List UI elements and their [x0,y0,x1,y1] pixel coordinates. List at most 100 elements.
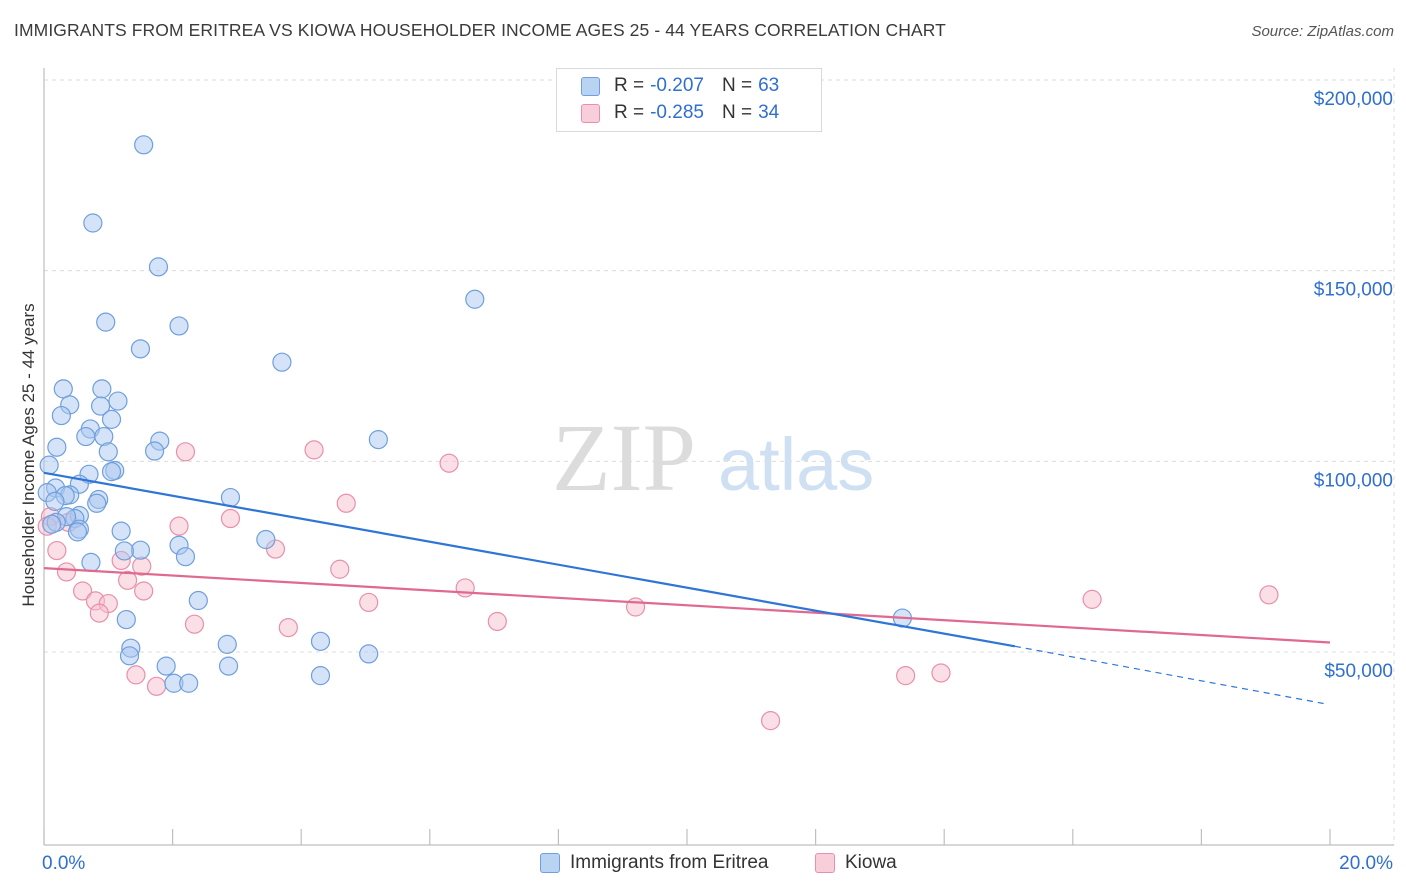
eritrea-point [87,493,107,513]
y-tick-label: $200,000 [1314,89,1393,110]
legend-row-kiowa: R = -0.285 N = 34 [581,101,779,125]
eritrea-point [144,441,165,461]
kiowa-point [487,611,507,632]
eritrea-point [130,339,151,359]
kiowa-point [56,562,77,582]
legend-r-label: R = [614,102,645,123]
legend-swatch-kiowa [815,853,835,873]
kiowa-point [47,540,67,561]
legend-n-label: N = [721,102,753,123]
kiowa-point [126,665,146,685]
kiowa-point [760,711,781,731]
eritrea-point [256,529,276,550]
legend-r-value: -0.207 [650,75,704,96]
eritrea-point [42,514,62,534]
eritrea-point [134,135,154,155]
kiowa-point [359,592,379,613]
y-tick-labels: $50,000 $100,000 $150,000 $200,000 [1314,89,1393,682]
eritrea-point [51,405,71,426]
legend-item-eritrea[interactable]: Immigrants from Eritrea [540,852,768,874]
legend-label-eritrea: Immigrants from Eritrea [570,852,769,873]
eritrea-point [101,462,122,482]
kiowa-point [72,581,93,601]
eritrea-point [217,634,237,654]
legend-n-value: 63 [758,75,780,96]
kiowa-point [931,663,951,683]
eritrea-point [169,316,189,336]
eritrea-point [188,590,208,611]
kiowa-point [175,442,196,462]
kiowa-point [455,578,475,598]
eritrea-point [156,656,176,676]
kiowa-point [146,676,167,696]
x-tick-label: 0.0% [42,853,85,874]
kiowa-point [625,597,646,617]
eritrea-point [53,379,73,399]
legend-r-label: R = [614,75,645,96]
kiowa-point [896,666,916,686]
kiowa-point [89,603,109,623]
eritrea-point [359,644,379,664]
x-tick-labels: 0.0% 20.0% [42,853,1393,874]
kiowa-point [304,440,324,460]
eritrea-point [98,442,118,462]
eritrea-point [368,429,388,450]
legend-swatch-eritrea [540,853,560,873]
watermark-atlas: atlas [718,423,874,506]
kiowa-point [1082,589,1102,609]
eritrea-trend-extension [1014,645,1324,705]
chart-title: IMMIGRANTS FROM ERITREA VS KIOWA HOUSEHO… [14,20,946,40]
eritrea-point [111,521,131,541]
source-credit: Source: ZipAtlas.com [1251,23,1394,40]
y-tick-label: $100,000 [1314,470,1393,491]
kiowa-point [439,453,459,473]
eritrea-point [92,379,112,399]
y-tick-label: $50,000 [1324,661,1393,682]
kiowa-point [117,570,138,590]
eritrea-point [114,541,134,561]
legend-n-value: 34 [758,102,780,123]
correlation-legend: R = -0.207 N = 63 R = -0.285 N = 34 [556,68,822,132]
legend-item-kiowa[interactable]: Kiowa [815,852,897,874]
eritrea-point [39,455,59,475]
eritrea-point [116,609,136,630]
eritrea-point [218,656,239,676]
kiowa-point [1259,585,1279,605]
eritrea-point [96,312,116,332]
eritrea-point [101,409,122,429]
kiowa-trend-line [43,567,1331,644]
kiowa-point [134,581,154,601]
legend-swatch-eritrea [581,76,600,96]
legend-r-value: -0.285 [650,102,704,123]
eritrea-point [272,352,292,372]
x-tick-label: 20.0% [1339,853,1393,874]
eritrea-point [83,213,103,233]
kiowa-point [278,617,298,638]
y-axis-label: Householder Income Ages 25 - 44 years [19,303,38,606]
axes [43,68,1394,846]
kiowa-point [336,493,356,513]
eritrea-point [310,631,331,651]
kiowa-point [169,516,189,536]
series-legend: Immigrants from Eritrea Kiowa [0,852,1406,878]
eritrea-point [130,540,151,560]
eritrea-point [76,426,96,447]
trend-lines [43,471,1331,705]
kiowa-point [220,508,241,529]
kiowa-point [330,559,350,579]
legend-row-eritrea: R = -0.207 N = 63 [581,74,779,98]
legend-label-kiowa: Kiowa [845,852,897,873]
legend-swatch-kiowa [581,103,600,123]
eritrea-point [90,396,111,416]
series-eritrea-points [37,135,913,693]
eritrea-point [81,552,101,572]
legend-n-label: N = [721,75,753,96]
eritrea-point [148,257,169,277]
eritrea-point [47,437,67,457]
y-tick-label: $150,000 [1314,280,1393,301]
eritrea-point [175,547,196,567]
eritrea-point [179,673,199,693]
kiowa-point [184,614,205,634]
eritrea-point [67,522,88,542]
